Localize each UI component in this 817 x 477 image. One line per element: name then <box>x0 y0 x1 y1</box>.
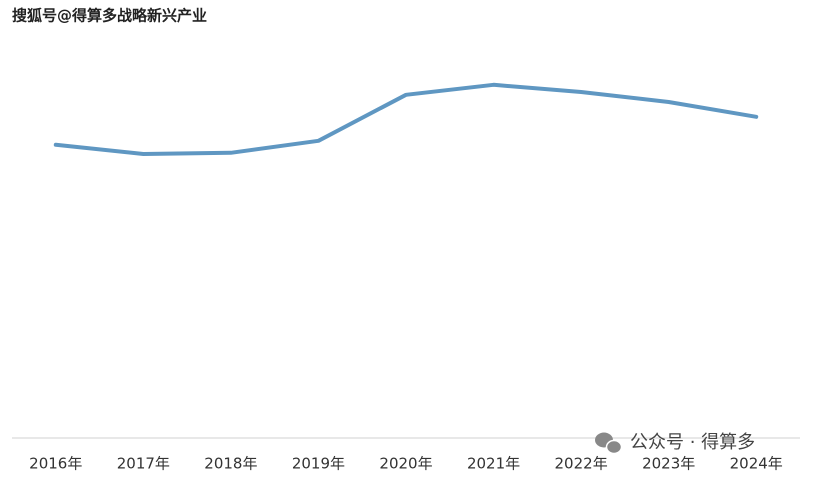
x-tick-label: 2020年 <box>379 455 432 473</box>
watermark-bottom: 公众号 · 得算多 <box>630 432 755 453</box>
x-tick-label: 2019年 <box>292 455 345 473</box>
x-tick-label: 2022年 <box>555 455 608 473</box>
x-tick-label: 2018年 <box>204 455 257 473</box>
x-tick-label: 2024年 <box>730 455 783 473</box>
watermark-top: 搜狐号@得算多战略新兴产业 <box>12 7 207 25</box>
wechat-icon <box>595 432 623 455</box>
x-tick-label: 2016年 <box>29 455 82 473</box>
x-tick-label: 2021年 <box>467 455 520 473</box>
line-series <box>53 82 759 156</box>
x-tick-label: 2017年 <box>117 455 170 473</box>
x-tick-label: 2023年 <box>642 455 695 473</box>
